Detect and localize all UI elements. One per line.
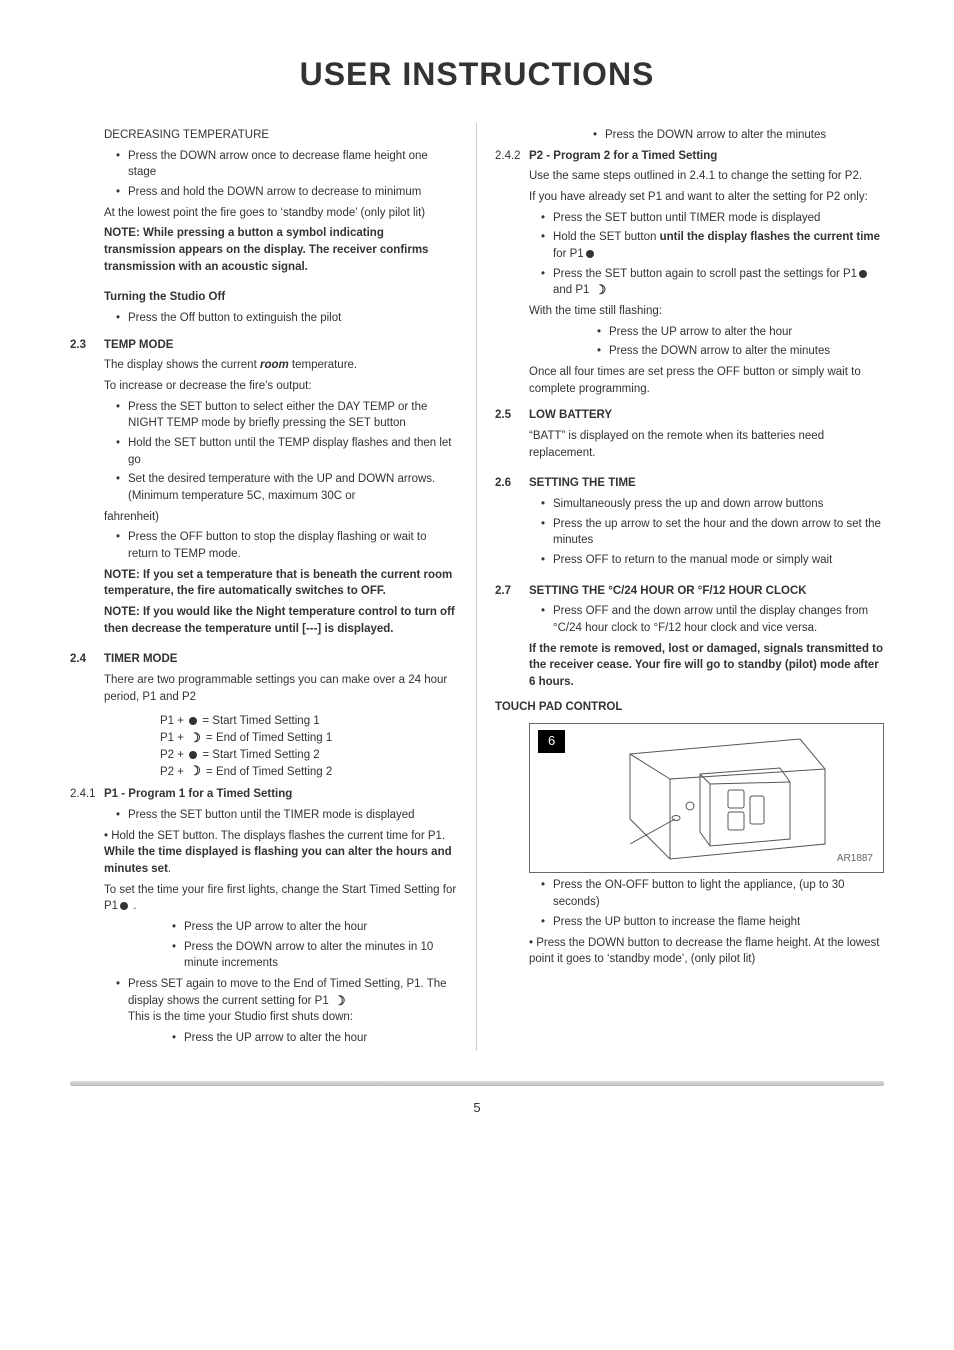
paragraph: Use the same steps outlined in 2.4.1 to … bbox=[529, 168, 884, 185]
page-number: 5 bbox=[70, 1100, 884, 1115]
paragraph: There are two programmable settings you … bbox=[104, 672, 458, 705]
list-item: Set the desired temperature with the UP … bbox=[118, 471, 458, 504]
page-title: USER INSTRUCTIONS bbox=[70, 56, 884, 93]
paragraph: • Press the DOWN button to decrease the … bbox=[529, 935, 884, 968]
heading: DECREASING TEMPERATURE bbox=[104, 127, 458, 144]
sun-icon bbox=[120, 902, 128, 910]
list-item: Press the DOWN arrow to alter the minute… bbox=[599, 343, 884, 360]
list-item: Press the SET button until TIMER mode is… bbox=[543, 210, 884, 227]
two-column-layout: DECREASING TEMPERATURE Press the DOWN ar… bbox=[70, 123, 884, 1051]
list-item: Press and hold the DOWN arrow to decreas… bbox=[118, 184, 458, 201]
program-legend: P1 + = Start Timed Setting 1 P1 + ☽ = En… bbox=[160, 713, 458, 780]
footer-rule bbox=[70, 1081, 884, 1086]
section-heading: SETTING THE °C/24 HOUR OR °F/12 HOUR CLO… bbox=[529, 583, 884, 600]
section-number: 2.7 bbox=[495, 583, 529, 695]
list-item: Press the SET button again to scroll pas… bbox=[543, 266, 884, 299]
heading: Turning the Studio Off bbox=[104, 289, 458, 306]
note: NOTE: If you would like the Night temper… bbox=[104, 604, 458, 637]
list-item: Press the up arrow to set the hour and t… bbox=[543, 516, 884, 549]
list-item: Press OFF and the down arrow until the d… bbox=[543, 603, 884, 636]
list-item: Simultaneously press the up and down arr… bbox=[543, 496, 884, 513]
list-item: Press the SET button to select either th… bbox=[118, 399, 458, 432]
paragraph: “BATT” is displayed on the remote when i… bbox=[529, 428, 884, 461]
section-heading: SETTING THE TIME bbox=[529, 475, 884, 492]
moon-icon: ☽ bbox=[189, 767, 201, 775]
section-2-7: 2.7 SETTING THE °C/24 HOUR OR °F/12 HOUR… bbox=[495, 583, 884, 695]
section-number: 2.4 bbox=[70, 651, 104, 709]
list-item: Press the DOWN arrow to alter the minute… bbox=[595, 127, 884, 144]
moon-icon: ☽ bbox=[595, 286, 607, 294]
section-heading: LOW BATTERY bbox=[529, 407, 884, 424]
section-heading: TEMP MODE bbox=[104, 337, 458, 354]
figure-number: 6 bbox=[538, 730, 565, 753]
list-item: Press the ON-OFF button to light the app… bbox=[543, 877, 884, 910]
paragraph: • Hold the SET button. The displays flas… bbox=[104, 828, 458, 878]
sun-icon bbox=[189, 717, 197, 725]
list-item: Press OFF to return to the manual mode o… bbox=[543, 552, 884, 569]
section-number: 2.3 bbox=[70, 337, 104, 642]
section-2-5: 2.5 LOW BATTERY “BATT” is displayed on t… bbox=[495, 407, 884, 465]
list-item: Press the Off button to extinguish the p… bbox=[118, 310, 458, 327]
paragraph: If you have already set P1 and want to a… bbox=[529, 189, 884, 206]
section-2-6: 2.6 SETTING THE TIME Simultaneously pres… bbox=[495, 475, 884, 572]
section-2-3: 2.3 TEMP MODE The display shows the curr… bbox=[70, 337, 458, 642]
figure-6: 6 bbox=[529, 723, 884, 873]
page: USER INSTRUCTIONS DECREASING TEMPERATURE… bbox=[0, 0, 954, 1145]
paragraph: To increase or decrease the fire’s outpu… bbox=[104, 378, 458, 395]
list-item: Press the UP arrow to alter the hour bbox=[174, 1030, 458, 1047]
list-item: Press SET again to move to the End of Ti… bbox=[118, 976, 458, 1026]
list-item: Press the DOWN arrow to alter the minute… bbox=[174, 939, 458, 972]
moon-icon: ☽ bbox=[334, 997, 346, 1005]
left-column: DECREASING TEMPERATURE Press the DOWN ar… bbox=[70, 123, 477, 1051]
moon-icon: ☽ bbox=[189, 734, 201, 742]
right-column: Press the DOWN arrow to alter the minute… bbox=[477, 123, 884, 1051]
paragraph: At the lowest point the fire goes to ‘st… bbox=[104, 205, 458, 222]
paragraph: To set the time your fire first lights, … bbox=[104, 882, 458, 915]
sun-icon bbox=[586, 250, 594, 258]
list-item: Press the SET button until the TIMER mod… bbox=[118, 807, 458, 824]
note: NOTE: While pressing a button a symbol i… bbox=[104, 225, 458, 275]
sun-icon bbox=[189, 751, 197, 759]
list-item: Press the UP button to increase the flam… bbox=[543, 914, 884, 931]
section-2-4: 2.4 TIMER MODE There are two programmabl… bbox=[70, 651, 458, 709]
paragraph: fahrenheit) bbox=[104, 509, 458, 526]
sun-icon bbox=[859, 270, 867, 278]
list-item: Press the UP arrow to alter the hour bbox=[174, 919, 458, 936]
section-number: 2.5 bbox=[495, 407, 529, 465]
touchpad-diagram bbox=[590, 734, 850, 864]
subsection-2-4-1: 2.4.1P1 - Program 1 for a Timed Setting bbox=[70, 786, 458, 803]
list-item: Hold the SET button until the display fl… bbox=[543, 229, 884, 262]
heading: TOUCH PAD CONTROL bbox=[495, 699, 884, 716]
section-heading: TIMER MODE bbox=[104, 651, 458, 668]
note: NOTE: If you set a temperature that is b… bbox=[104, 567, 458, 600]
list-item: Hold the SET button until the TEMP displ… bbox=[118, 435, 458, 468]
note: If the remote is removed, lost or damage… bbox=[529, 641, 884, 691]
paragraph: Once all four times are set press the OF… bbox=[529, 364, 884, 397]
paragraph: With the time still flashing: bbox=[529, 303, 884, 320]
list-item: Press the UP arrow to alter the hour bbox=[599, 324, 884, 341]
list-item: Press the DOWN arrow once to decrease fl… bbox=[118, 148, 458, 181]
section-number: 2.6 bbox=[495, 475, 529, 572]
figure-code: AR1887 bbox=[837, 852, 873, 867]
paragraph: The display shows the current room tempe… bbox=[104, 357, 458, 374]
subsection-2-4-2: 2.4.2P2 - Program 2 for a Timed Setting bbox=[495, 148, 884, 165]
list-item: Press the OFF button to stop the display… bbox=[118, 529, 458, 562]
